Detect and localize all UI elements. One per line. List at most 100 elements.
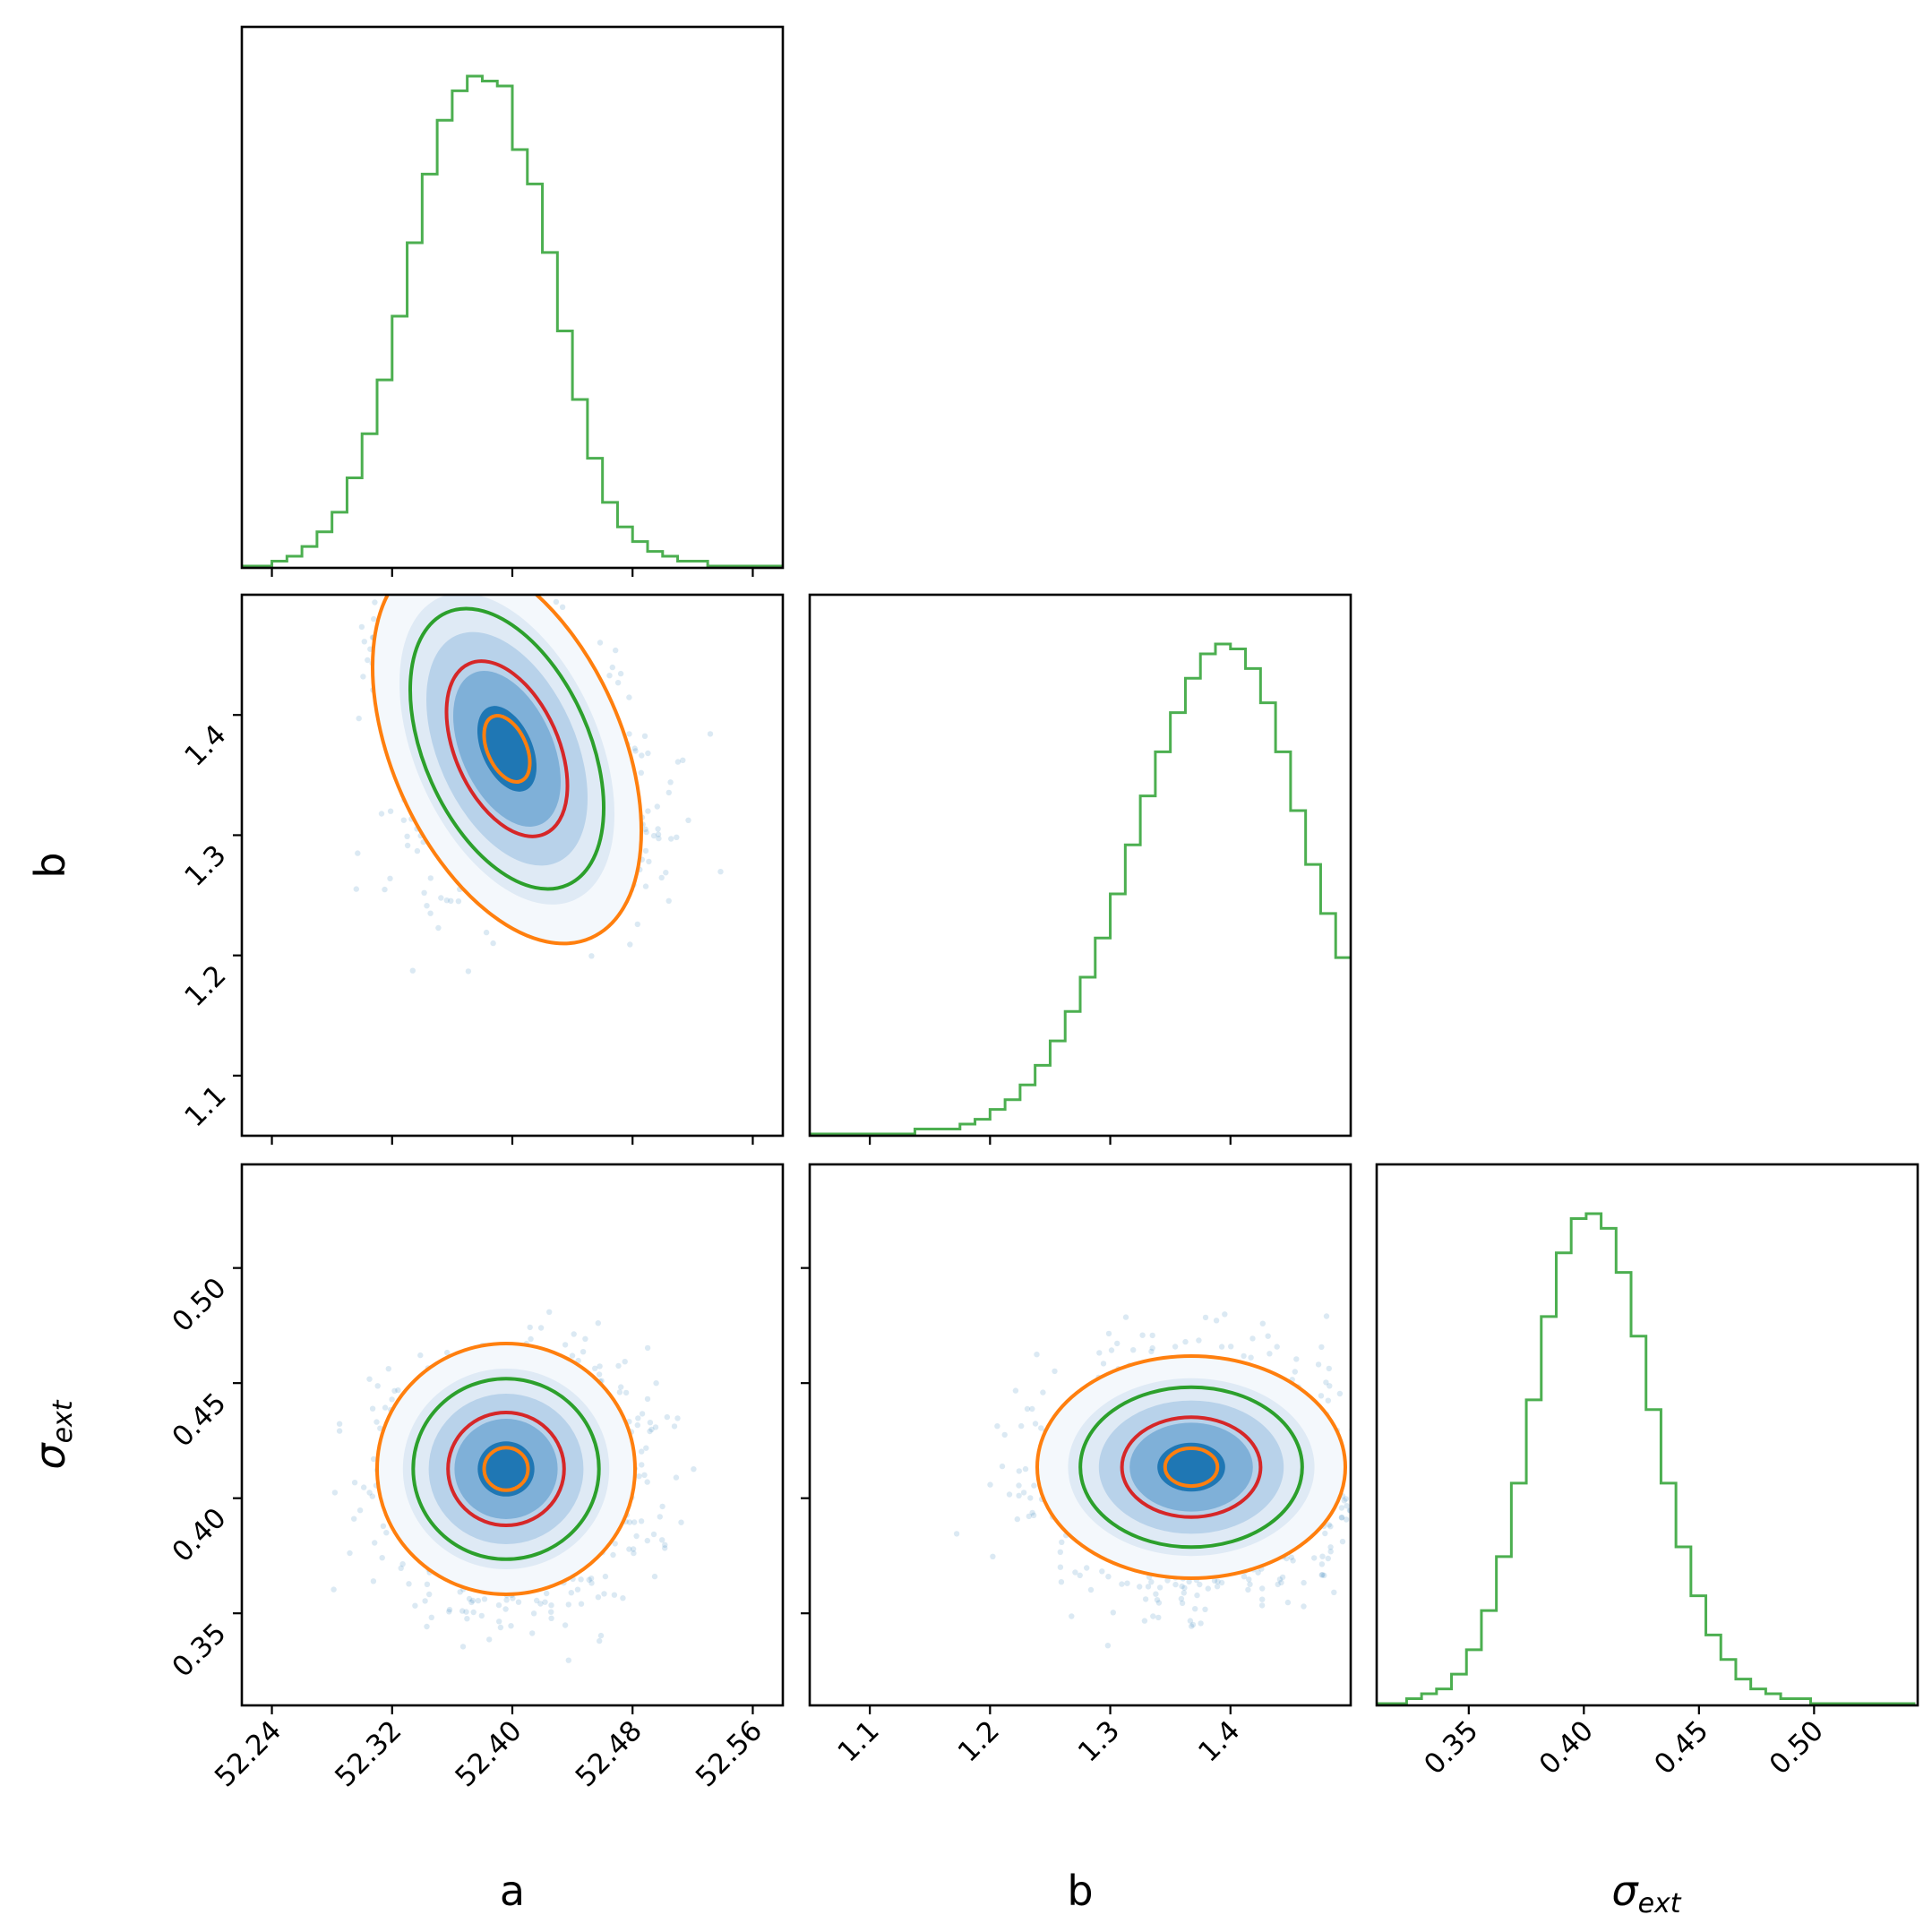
sample-point xyxy=(548,1602,554,1609)
sample-point xyxy=(548,1615,554,1622)
sample-point xyxy=(370,1578,377,1584)
sample-point xyxy=(562,1342,569,1348)
sample-point xyxy=(574,1586,581,1593)
sample-point xyxy=(496,1619,502,1625)
contour-core xyxy=(482,714,532,784)
sample-point xyxy=(717,869,724,875)
sample-point xyxy=(459,1608,466,1614)
sample-point xyxy=(415,584,420,589)
sample-point xyxy=(656,835,662,842)
sample-point xyxy=(636,1473,642,1480)
sample-point xyxy=(336,1421,343,1427)
sample-point xyxy=(494,588,499,593)
sample-point xyxy=(503,1597,510,1603)
sample-point xyxy=(632,748,639,754)
sample-point xyxy=(610,1551,616,1558)
sample-point xyxy=(426,1591,433,1598)
sample-point xyxy=(450,574,455,580)
sample-point xyxy=(664,1413,670,1421)
contour-middle xyxy=(408,606,606,891)
histogram-a xyxy=(242,74,783,568)
sample-point xyxy=(565,1657,571,1663)
sample-point xyxy=(534,1597,540,1604)
sample-point xyxy=(369,1493,375,1499)
sample-point xyxy=(597,1363,603,1370)
sample-point xyxy=(667,779,674,786)
sample-point xyxy=(595,1320,601,1327)
sample-point xyxy=(613,647,619,654)
sample-point xyxy=(546,1309,553,1316)
sample-point xyxy=(609,664,615,671)
sample-point xyxy=(370,1455,377,1463)
sample-point xyxy=(630,1546,637,1552)
sample-point xyxy=(642,826,648,832)
sample-point xyxy=(635,1415,641,1421)
sample-point xyxy=(353,886,359,892)
sample-point xyxy=(674,759,682,765)
sample-point xyxy=(347,1550,353,1557)
sample-point xyxy=(400,817,407,823)
sample-point xyxy=(639,1462,645,1468)
sample-point xyxy=(663,870,669,876)
sample-point xyxy=(626,1546,632,1552)
sample-point xyxy=(644,1537,650,1544)
sample-point xyxy=(468,1599,475,1606)
sample-point xyxy=(404,833,410,839)
sample-point xyxy=(495,1601,502,1609)
sample-point xyxy=(680,757,686,763)
sample-point xyxy=(529,1630,536,1636)
sample-point xyxy=(447,554,452,560)
sample-point xyxy=(611,1592,618,1598)
sample-point xyxy=(377,1425,383,1431)
sample-point xyxy=(645,808,651,814)
sample-point xyxy=(645,750,651,757)
sample-point xyxy=(606,673,613,679)
sample-point xyxy=(612,1541,618,1547)
sample-point xyxy=(597,1632,605,1639)
sample-point xyxy=(361,639,367,645)
sample-point xyxy=(588,1580,595,1586)
sample-point xyxy=(364,576,369,581)
sample-point xyxy=(588,1576,595,1582)
sample-point xyxy=(657,1514,663,1520)
sample-point xyxy=(365,657,371,664)
sample-point xyxy=(444,1349,451,1356)
sample-point xyxy=(618,1384,624,1390)
sample-point xyxy=(642,847,649,854)
sample-point xyxy=(647,1420,654,1426)
sample-point xyxy=(379,1555,385,1561)
sample-point xyxy=(365,557,371,562)
sample-point xyxy=(631,745,638,751)
sample-point xyxy=(578,1601,585,1607)
sample-point xyxy=(482,555,487,561)
sample-point xyxy=(595,1594,602,1601)
sample-point xyxy=(449,533,454,538)
sample-point xyxy=(622,1359,628,1365)
sample-point xyxy=(638,769,644,776)
sample-point xyxy=(571,1331,577,1337)
sample-point xyxy=(481,1596,488,1602)
sample-point xyxy=(369,1405,376,1412)
sample-point xyxy=(448,553,453,558)
sample-point xyxy=(665,789,672,796)
sample-point xyxy=(553,598,560,605)
sample-point xyxy=(596,1371,603,1378)
sample-point xyxy=(588,953,595,959)
sample-point xyxy=(457,1589,463,1595)
sample-point xyxy=(435,924,442,932)
sample-point xyxy=(475,1597,482,1604)
sample-point xyxy=(639,752,645,759)
sample-point xyxy=(626,1519,633,1525)
sample-point xyxy=(438,895,444,901)
sample-point xyxy=(674,834,680,840)
sample-point xyxy=(387,808,394,814)
sample-point xyxy=(427,910,434,916)
sample-point xyxy=(655,826,661,832)
sample-point xyxy=(478,581,484,587)
histogram-b xyxy=(810,642,1351,1136)
sample-point xyxy=(643,1445,649,1451)
sample-point xyxy=(644,1344,651,1352)
sample-point xyxy=(673,1474,680,1481)
sample-point xyxy=(409,570,415,575)
sample-point xyxy=(424,1581,431,1588)
